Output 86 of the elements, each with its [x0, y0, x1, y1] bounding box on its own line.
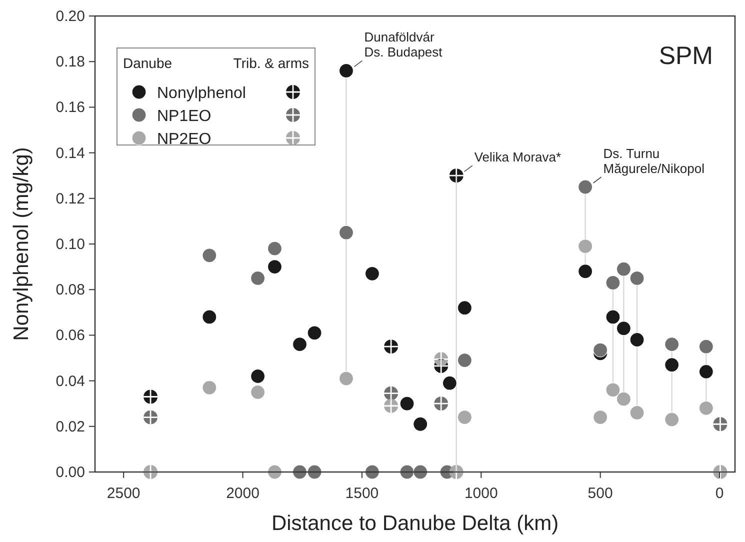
point [593, 342, 608, 358]
point [384, 386, 398, 400]
point [698, 400, 714, 416]
point [250, 384, 266, 400]
point [713, 465, 728, 479]
legend-label: NP2EO [157, 131, 212, 148]
point [364, 464, 380, 480]
point [664, 412, 680, 427]
y-tick-label: 0.14 [56, 144, 85, 162]
y-tick-label: 0.00 [56, 464, 85, 481]
legend-label: Nonylphenol [157, 85, 246, 102]
point [307, 326, 322, 340]
y-tick-label: 0.20 [56, 8, 85, 25]
point [202, 248, 217, 263]
y-tick-label: 0.02 [56, 418, 85, 436]
point [457, 300, 472, 316]
point [578, 238, 593, 254]
y-tick-label: 0.16 [56, 99, 85, 116]
text: Trib. & arms [233, 55, 309, 71]
point [250, 368, 266, 384]
annotation: Ds. Turnu Măgurele/Nikopol [603, 146, 705, 176]
y-axis-title: Nonylphenol (mg/kg) [10, 147, 33, 341]
x-tick-label: 500 [588, 485, 613, 502]
point [434, 396, 448, 411]
point [202, 380, 217, 395]
point [449, 168, 464, 183]
point [606, 275, 620, 290]
point [413, 464, 428, 480]
point [267, 464, 282, 480]
point [630, 332, 644, 348]
point [338, 225, 354, 240]
point [413, 416, 428, 432]
point [457, 410, 472, 425]
point [364, 266, 380, 281]
point [698, 364, 714, 379]
point [457, 352, 472, 368]
point [144, 410, 158, 424]
point [434, 352, 448, 366]
x-tick-label: 1500 [345, 485, 379, 502]
point [338, 63, 354, 78]
y-tick-label: 0.04 [56, 372, 85, 390]
legend-label: NP1EO [157, 108, 212, 125]
point [664, 358, 680, 372]
point [307, 464, 322, 480]
x-tick-label: 0 [715, 485, 724, 502]
x-tick-label: 2500 [106, 485, 140, 502]
point [630, 405, 644, 420]
point [384, 340, 398, 354]
point [384, 398, 398, 413]
point [616, 262, 631, 276]
point [144, 390, 158, 404]
point [267, 241, 282, 256]
point [400, 396, 414, 411]
text: SPM [658, 42, 713, 70]
y-tick-label: 0.10 [56, 236, 85, 253]
annotation: Velika Morava* [474, 150, 562, 165]
x-tick-label: 2000 [226, 485, 260, 502]
point [664, 337, 680, 352]
point [630, 270, 644, 286]
y-tick-label: 0.06 [56, 327, 85, 344]
point [250, 270, 266, 286]
point [578, 180, 593, 194]
y-tick-label: 0.18 [56, 54, 85, 71]
point [616, 392, 631, 406]
point [144, 465, 158, 479]
point [713, 417, 728, 432]
point [202, 310, 217, 324]
annotation: Dunaföldvár Ds. Budapest [364, 30, 443, 60]
point [449, 465, 464, 479]
point [698, 339, 714, 354]
y-tick-label: 0.08 [56, 282, 85, 299]
y-tick-label: 0.12 [56, 190, 85, 208]
point [267, 260, 282, 274]
point [606, 382, 620, 398]
x-tick-label: 1000 [464, 485, 498, 502]
point [338, 371, 354, 386]
point [292, 464, 308, 480]
x-axis-title: Distance to Danube Delta (km) [271, 512, 559, 535]
point [442, 376, 457, 390]
point [593, 410, 608, 425]
point [606, 310, 620, 324]
point [292, 337, 308, 352]
point [616, 321, 631, 336]
text: Danube [123, 55, 172, 71]
point [578, 264, 593, 279]
point [400, 464, 414, 480]
